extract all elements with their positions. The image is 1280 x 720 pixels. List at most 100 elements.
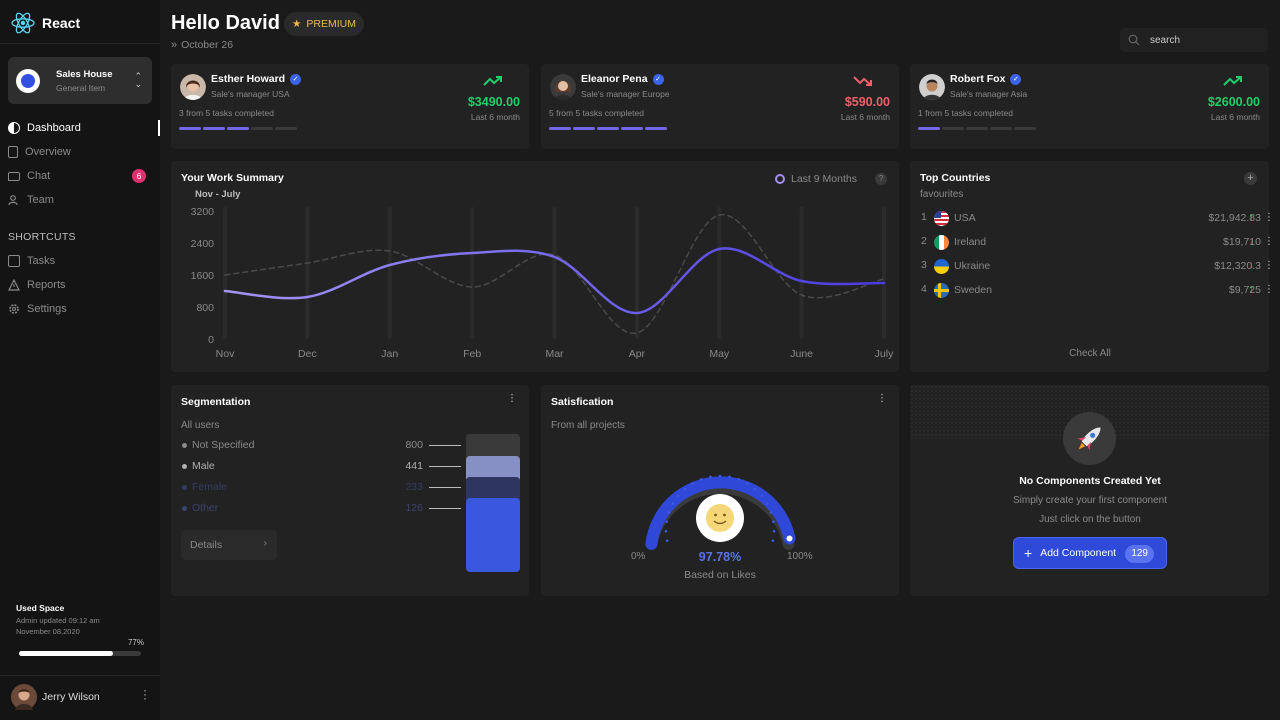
help-icon[interactable]: ? [875,173,887,185]
segment-row[interactable]: Female 233 [182,481,472,495]
search-box[interactable] [1120,28,1268,52]
segmentation-title: Segmentation [181,396,251,408]
task-segment [597,127,619,130]
nav-item-dashboard[interactable]: Dashboard [8,118,160,138]
add-component-button[interactable]: + Add Component 129 [1013,537,1167,569]
series-line-solid [223,247,886,315]
column-band [223,207,227,339]
check-all-link[interactable]: Check All [1069,348,1111,359]
work-summary-card: Your Work Summary Nov - July Last 9 Mont… [171,161,899,372]
gauge-tick [665,539,669,543]
satisfaction-gauge [645,474,796,550]
verified-icon: ✓ [290,73,302,85]
more-vertical-icon[interactable]: ⋮ [507,393,517,404]
top-countries-subtitle: favourites [920,189,964,200]
search-icon [1128,34,1140,46]
segment-value: 800 [405,439,423,451]
rocket-icon [1077,427,1101,451]
segment-label: Other [192,502,219,514]
brand[interactable]: React [10,10,80,36]
country-value: $21,942.83 [1208,212,1261,224]
x-tick-label: Nov [216,348,235,360]
country-value: $12,320.3 [1214,260,1261,272]
legend-dot [182,443,187,448]
country-row[interactable]: 2 Ireland $19,710 ↓ ⋮ [921,235,1274,250]
page-title: Hello David [171,12,280,34]
work-summary-chart: Nov Dec Jan Feb Mar Apr May June July 0 800 1600 240… [191,206,894,360]
gauge-tick [709,475,712,479]
segmentation-subtitle: All users [181,420,220,431]
add-icon[interactable]: + [1244,172,1257,185]
work-summary-subtitle: Nov - July [195,189,241,200]
more-vertical-icon[interactable]: ⋮ [1264,284,1274,295]
leader-line [429,487,461,488]
employee-card[interactable]: Esther Howard ✓ Sale's manager USA 3 from… [171,64,529,149]
country-name: Ireland [954,236,987,248]
employee-card[interactable]: Eleanor Pena ✓ Sale's manager Europe 5 fr… [541,64,899,149]
gauge-tick [718,474,722,478]
nav-item-chat[interactable]: Chat 6 [8,166,160,186]
more-vertical-icon[interactable]: ⋮ [1264,212,1274,223]
segment-value: 233 [405,481,423,493]
used-space-line2: November 08,2020 [16,627,80,636]
premium-badge: ★ PREMIUM [284,12,365,36]
country-row[interactable]: 3 Ukraine $12,320.3 ↓ ⋮ [921,259,1274,274]
x-tick-label: July [875,348,894,360]
nav-item-label: Chat [27,170,51,182]
arrow-up-icon: ↑ [1249,284,1254,295]
nav-item-settings[interactable]: Settings [8,299,160,319]
used-space-progress [19,651,141,656]
segment-row[interactable]: Other 126 [182,502,472,516]
x-tick-label: Jan [381,348,398,360]
employee-name-text: Eleanor Pena [581,73,648,85]
segmentation-bar [466,434,520,574]
leader-line [429,508,461,509]
x-tick-label: Dec [298,348,317,360]
used-space: Used Space Admin updated 09:12 am Novemb… [16,603,146,656]
more-vertical-icon[interactable]: ⋮ [1264,260,1274,271]
x-tick-label: June [790,348,813,360]
employee-card[interactable]: Robert Fox ✓ Sale's manager Asia 1 from 5… [910,64,1269,149]
org-switcher[interactable]: Sales House General Item ⌃ ⌄ [8,57,152,104]
premium-label: PREMIUM [306,18,357,30]
column-band [634,207,639,339]
gauge-tick [769,511,773,514]
search-input[interactable] [1150,34,1260,46]
more-vertical-icon[interactable]: ⋮ [877,393,887,404]
used-space-title: Used Space [16,603,65,613]
nav-item-team[interactable]: Team [8,190,160,210]
segment-value: 126 [405,502,423,514]
country-row[interactable]: 4 Sweden $9,725 ↑ ⋮ [921,283,1274,298]
segment-bar [466,498,520,572]
empty-state-line1: Simply create your first component [1013,495,1167,506]
more-vertical-icon[interactable]: · · · [143,683,147,705]
column-band [717,207,722,339]
nav-item-reports[interactable]: Reports [8,275,160,295]
empty-state-card: No Components Created Yet Simply create … [910,385,1269,596]
country-row[interactable]: 1 USA $21,942.83 ↑ ⋮ [921,211,1274,226]
gauge-tick [683,487,687,491]
nav-item-tasks[interactable]: Tasks [8,251,160,271]
segment-row[interactable]: Not Specified 800 [182,439,472,453]
gauge-tick [746,482,749,485]
task-segment [942,127,964,130]
details-button[interactable]: Details › [181,530,277,560]
x-tick-label: Apr [629,348,646,360]
range-selector[interactable]: Last 9 Months [775,173,857,185]
arrow-up-icon: ↑ [1249,212,1254,223]
segment-row[interactable]: Male 441 [182,460,472,474]
org-title: Sales House [56,68,113,80]
user-profile[interactable]: Jerry Wilson [11,684,100,710]
more-vertical-icon[interactable]: ⋮ [1264,236,1274,247]
employee-role: Sale's manager Europe [581,89,670,99]
nav-item-label: Tasks [27,255,56,267]
column-band [882,207,886,339]
employee-tasks: 1 from 5 tasks completed [918,108,1013,118]
country-value: $19,710 [1223,236,1261,248]
task-segment [203,127,225,130]
nav-item-label: Team [27,194,54,206]
gauge-tick [765,502,769,506]
nav-item-overview[interactable]: Overview [8,142,160,162]
gauge-tick [753,487,757,491]
employee-amount: $590.00 [844,95,890,109]
